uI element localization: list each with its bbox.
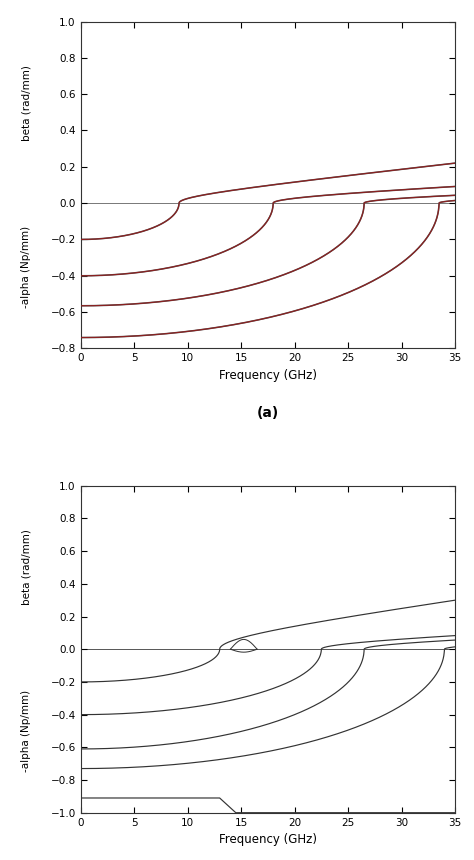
Text: -alpha (Np/mm): -alpha (Np/mm) [21, 690, 31, 772]
X-axis label: Frequency (GHz): Frequency (GHz) [219, 833, 317, 846]
Text: -alpha (Np/mm): -alpha (Np/mm) [21, 225, 31, 308]
Text: beta (rad/mm): beta (rad/mm) [21, 65, 31, 141]
X-axis label: Frequency (GHz): Frequency (GHz) [219, 369, 317, 382]
Text: (a): (a) [257, 406, 279, 420]
Text: beta (rad/mm): beta (rad/mm) [21, 530, 31, 605]
